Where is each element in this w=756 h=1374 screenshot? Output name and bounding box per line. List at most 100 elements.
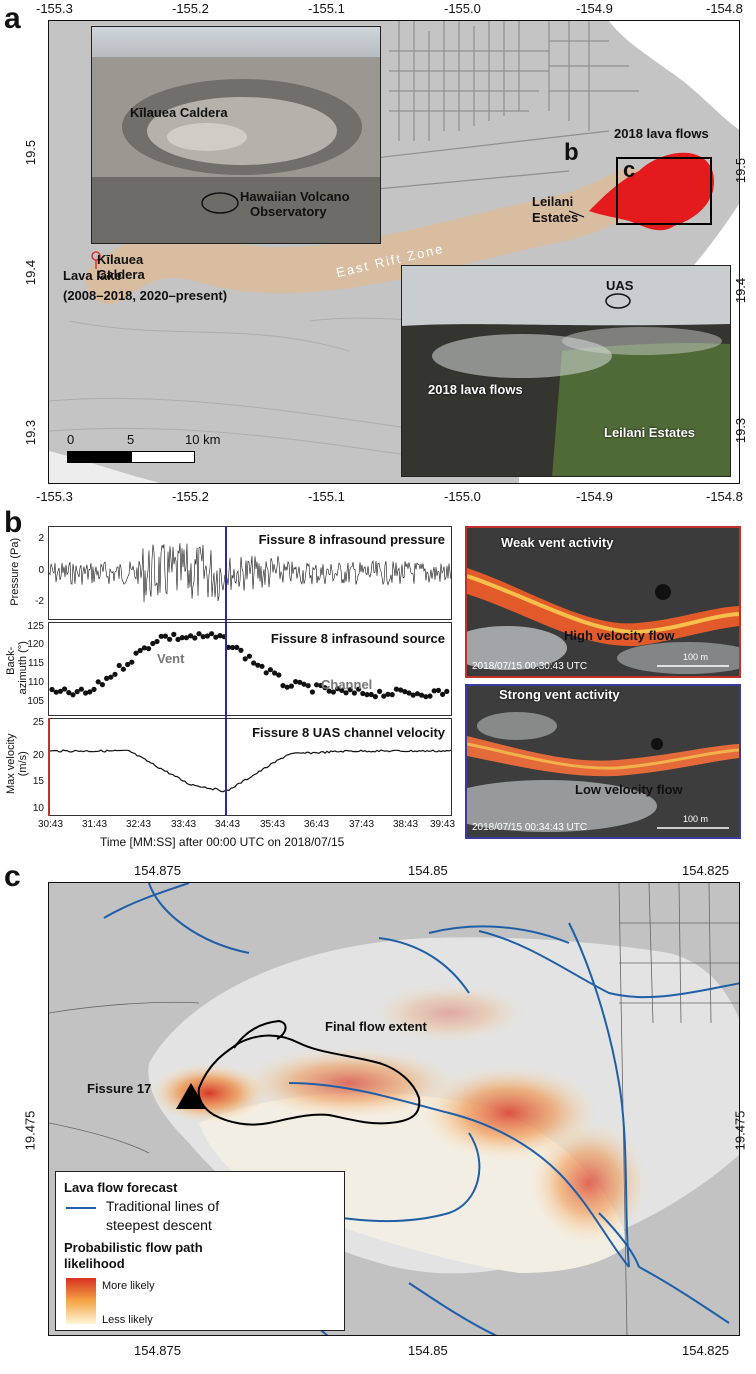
backaz-point — [99, 682, 105, 688]
backaz-point — [410, 692, 416, 698]
tick-top-c-0: 154.875 — [134, 863, 181, 878]
tick-bot-a-4: -154.9 — [576, 489, 613, 504]
backaz-point — [322, 685, 328, 691]
tick-top-c-1: 154.85 — [408, 863, 448, 878]
backaz-point — [175, 636, 181, 642]
tick-bot-a-0: -155.3 — [36, 489, 73, 504]
photo-weak-vent: Weak vent activity High velocity flow 20… — [465, 526, 741, 678]
backaz-point — [213, 634, 219, 640]
tick-top-c-2: 154.825 — [682, 863, 729, 878]
backaz-point — [116, 662, 122, 669]
weak-stamp: 2018/07/15 00:30:43 UTC — [472, 661, 588, 672]
backaz-point — [188, 633, 194, 639]
tick-left-c: 19.475 — [22, 1110, 38, 1151]
weak-flow: High velocity flow — [564, 628, 675, 643]
photo-label-caldera: Kīlauea Caldera — [130, 105, 228, 120]
scalebar-5: 5 — [127, 432, 135, 447]
xtick-9: 39:43 — [430, 819, 456, 830]
backaz-point — [360, 690, 366, 697]
plot-pressure-title: Fissure 8 infrasound pressure — [258, 532, 445, 547]
backaz-point — [351, 690, 357, 696]
plot-pressure: Fissure 8 infrasound pressure — [48, 526, 452, 620]
backaz-point — [133, 650, 139, 656]
backaz-point — [171, 631, 177, 637]
backaz-point — [209, 631, 215, 637]
plot-backazimuth: Fissure 8 infrasound source Vent Channel — [48, 622, 452, 716]
backaz-point — [255, 662, 261, 668]
photo-weak-image — [467, 528, 739, 676]
backaz-point — [108, 674, 114, 680]
uas-photo-image — [402, 266, 730, 476]
label-lava-lake-1: Lava lake — [63, 268, 122, 283]
plot-velocity-ylabel-2: (m/s) — [17, 751, 30, 777]
backaz-point — [70, 692, 76, 698]
time-marker — [225, 526, 227, 816]
tick-top-a-5: -154.8 — [706, 1, 743, 16]
photo-label-uas: UAS — [606, 278, 634, 293]
backaz-point — [78, 686, 84, 692]
plot-pressure-ylabel: Pressure (Pa) — [9, 537, 22, 606]
label-inset-c: c — [623, 157, 636, 182]
tick-top-a-2: -155.1 — [308, 1, 345, 16]
uas-photo: UAS 2018 lava flows Leilani Estates — [401, 265, 731, 477]
scalebar-0: 0 — [67, 432, 75, 447]
backaz-point — [74, 689, 80, 695]
backaz-point — [293, 679, 299, 685]
photo-label-hvo-1: Hawaiian Volcano — [240, 189, 350, 204]
panel-a-letter: a — [4, 2, 21, 35]
backaz-point — [318, 682, 324, 689]
backaz-point — [419, 692, 425, 698]
scalebar-white — [131, 451, 195, 463]
backaz-point — [309, 689, 315, 695]
backaz-point — [196, 631, 202, 637]
tick-bot-c-0: 154.875 — [134, 1343, 181, 1358]
plot-pressure-ytick-1: 0 — [38, 565, 44, 576]
backaz-point — [112, 671, 118, 677]
plot-velocity: Fissure 8 UAS channel velocity — [48, 718, 452, 816]
red-axis — [48, 718, 50, 816]
xtick-5: 35:43 — [260, 819, 286, 830]
backaz-point — [305, 683, 311, 689]
legend-line-swatch — [66, 1207, 96, 1209]
weak-title: Weak vent activity — [501, 535, 614, 550]
label-final-extent: Final flow extent — [325, 1019, 427, 1034]
backaz-point — [162, 633, 168, 639]
ann-channel: Channel — [321, 677, 373, 692]
backaz-point — [314, 682, 320, 688]
backaz-point — [217, 633, 223, 639]
strong-scale: 100 m — [683, 814, 709, 824]
fissure-17-marker — [176, 1083, 206, 1109]
scalebar: 0 5 10 km — [67, 432, 220, 463]
legend-more: More likely — [102, 1280, 155, 1292]
backaz-point — [435, 687, 441, 693]
backaz-point — [141, 645, 147, 651]
backaz-point — [83, 690, 89, 696]
label-flows-2018: 2018 lava flows — [614, 126, 709, 141]
backaz-point — [242, 656, 248, 662]
backaz-point — [440, 691, 446, 697]
legend-title: Lava flow forecast — [64, 1180, 178, 1195]
backaz-point — [398, 687, 404, 693]
scalebar-black — [67, 451, 133, 463]
backaz-point — [167, 636, 173, 642]
panel-a-map: Kīlauea Caldera Hawaiian Volcano Observa… — [48, 20, 740, 484]
legend-less: Less likely — [102, 1314, 153, 1326]
label-inset-b: b — [564, 139, 579, 166]
backaz-point — [423, 694, 429, 700]
label-caldera-2: Caldera — [97, 267, 145, 282]
backaz-point — [230, 644, 236, 651]
backaz-point — [154, 638, 160, 645]
backaz-point — [91, 686, 97, 692]
label-estates-1: Leilani — [532, 194, 574, 209]
lava-flow-2018 — [589, 152, 714, 231]
plot-backaz-ylabel-1: Back- — [5, 646, 18, 675]
plot-backaz-ytick-1: 120 — [27, 639, 44, 650]
backaz-point — [53, 689, 59, 695]
backaz-point — [104, 675, 110, 681]
plot-backaz-ytick-4: 105 — [27, 696, 44, 707]
backaz-point — [280, 683, 286, 689]
plot-backaz-title: Fissure 8 infrasound source — [270, 631, 445, 646]
backaz-point — [276, 672, 282, 678]
backaz-point — [377, 688, 383, 694]
pressure-line — [49, 543, 451, 603]
